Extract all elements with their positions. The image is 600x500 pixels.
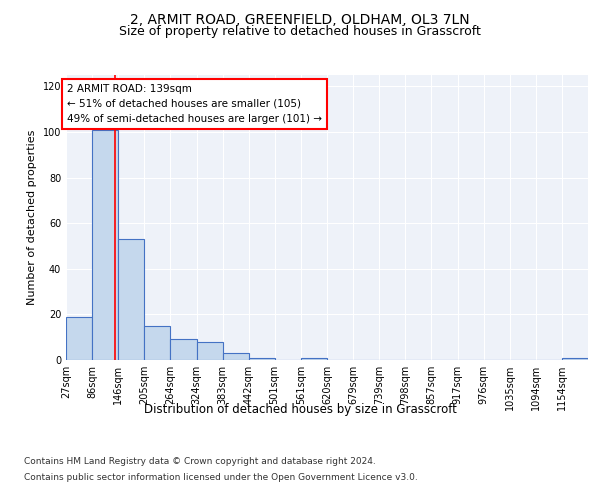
Bar	[92, 130, 118, 360]
Bar	[197, 342, 223, 360]
Bar	[301, 358, 327, 360]
Text: Size of property relative to detached houses in Grasscroft: Size of property relative to detached ho…	[119, 25, 481, 38]
Bar	[562, 358, 588, 360]
Bar	[170, 340, 197, 360]
Text: Distribution of detached houses by size in Grasscroft: Distribution of detached houses by size …	[143, 402, 457, 415]
Bar	[66, 316, 92, 360]
Bar	[118, 239, 145, 360]
Y-axis label: Number of detached properties: Number of detached properties	[27, 130, 37, 305]
Text: Contains HM Land Registry data © Crown copyright and database right 2024.: Contains HM Land Registry data © Crown c…	[24, 458, 376, 466]
Text: Contains public sector information licensed under the Open Government Licence v3: Contains public sector information licen…	[24, 472, 418, 482]
Bar	[145, 326, 170, 360]
Text: 2, ARMIT ROAD, GREENFIELD, OLDHAM, OL3 7LN: 2, ARMIT ROAD, GREENFIELD, OLDHAM, OL3 7…	[130, 12, 470, 26]
Text: 2 ARMIT ROAD: 139sqm
← 51% of detached houses are smaller (105)
49% of semi-deta: 2 ARMIT ROAD: 139sqm ← 51% of detached h…	[67, 84, 322, 124]
Bar	[223, 353, 248, 360]
Bar	[248, 358, 275, 360]
